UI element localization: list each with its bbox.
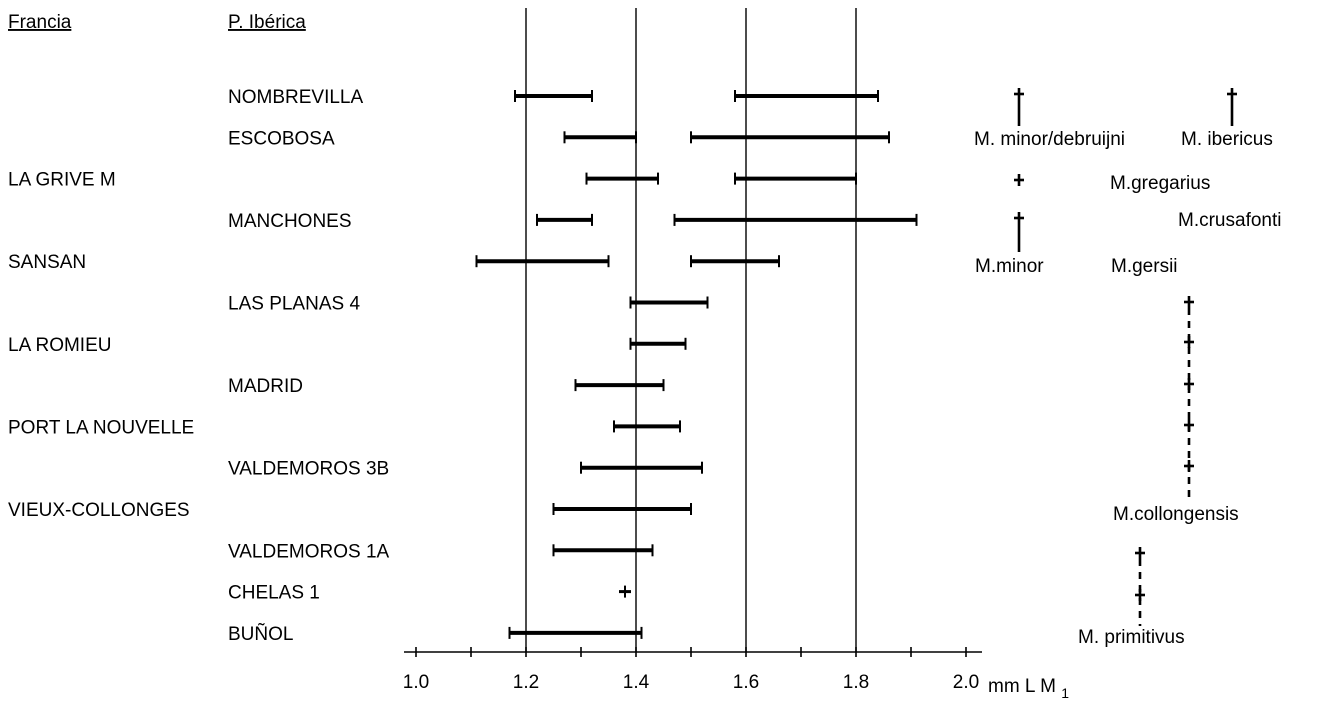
row-chelas-1: CHELAS 1 [228,583,631,604]
row-madrid: MADRID [228,376,665,397]
x-axis-label-subscript: 1 [1061,685,1069,701]
row-label: CHELAS 1 [228,583,320,604]
row-label: ESCOBOSA [228,128,335,149]
row-label: SANSAN [8,252,86,273]
row-valdemoros-1a: VALDEMOROS 1A [228,541,654,562]
row-la-romieu: LA ROMIEU [8,335,687,356]
row-label: VALDEMOROS 1A [228,541,390,562]
row-sansan: SANSAN [8,252,780,273]
row-las-planas-4: LAS PLANAS 4 [228,294,709,315]
tick-label: 1.0 [403,672,429,693]
x-axis-label: mm L M 1 [988,676,1069,701]
x-axis: 1.0 1.2 1.4 1.6 1.8 2.0 mm L M 1 [403,647,1069,701]
header-iberica: P. Ibérica [228,12,306,33]
tick-label: 2.0 [953,672,979,693]
species-gersii: M.gersii [1111,256,1178,277]
row-label: LAS PLANAS 4 [228,294,360,315]
species-primitivus: M. primitivus [1078,627,1185,648]
gridlines [525,8,857,652]
species-gregarius: M.gregarius [1110,173,1210,194]
row-label: LA GRIVE M [8,170,116,191]
row-port-la-nouvelle: PORT LA NOUVELLE [8,417,681,438]
tick-label: 1.4 [623,672,650,693]
row-label: VIEUX-COLLONGES [8,500,190,521]
species-collongensis: M.collongensis [1113,504,1239,525]
species-crusafonti: M.crusafonti [1178,210,1281,231]
row-label: NOMBREVILLA [228,87,363,108]
row-label: VALDEMOROS 3B [228,459,389,480]
row-label: MADRID [228,376,303,397]
row-valdemoros-3b: VALDEMOROS 3B [228,459,703,480]
tick-label: 1.2 [513,672,539,693]
row-vieux-collonges: VIEUX-COLLONGES [8,500,692,521]
species-ibericus: M. ibericus [1181,129,1273,150]
row-label: MANCHONES [228,211,352,232]
species-annotations: M. minor/debruijni M. ibericus M.gregarius… [974,88,1281,648]
row-escobosa: ESCOBOSA [228,128,890,149]
row-nombrevilla: NOMBREVILLA [228,87,879,108]
row-label: BUÑOL [228,623,293,645]
species-minor-debruijni: M. minor/debruijni [974,129,1125,150]
row-buñol: BUÑOL [228,623,643,645]
row-label: LA ROMIEU [8,335,111,356]
species-minor: M.minor [975,256,1044,277]
tick-label: 1.8 [843,672,869,693]
data-rows: NOMBREVILLA ESCOBOSA LA GRIVE M MANCHONES SA… [8,87,918,645]
row-label: PORT LA NOUVELLE [8,417,194,438]
row-manchones: MANCHONES [228,211,918,232]
tick-label: 1.6 [733,672,759,693]
header-francia: Francia [8,12,72,33]
row-la-grive-m: LA GRIVE M [8,170,857,191]
column-headers: Francia P. Ibérica [8,12,306,33]
